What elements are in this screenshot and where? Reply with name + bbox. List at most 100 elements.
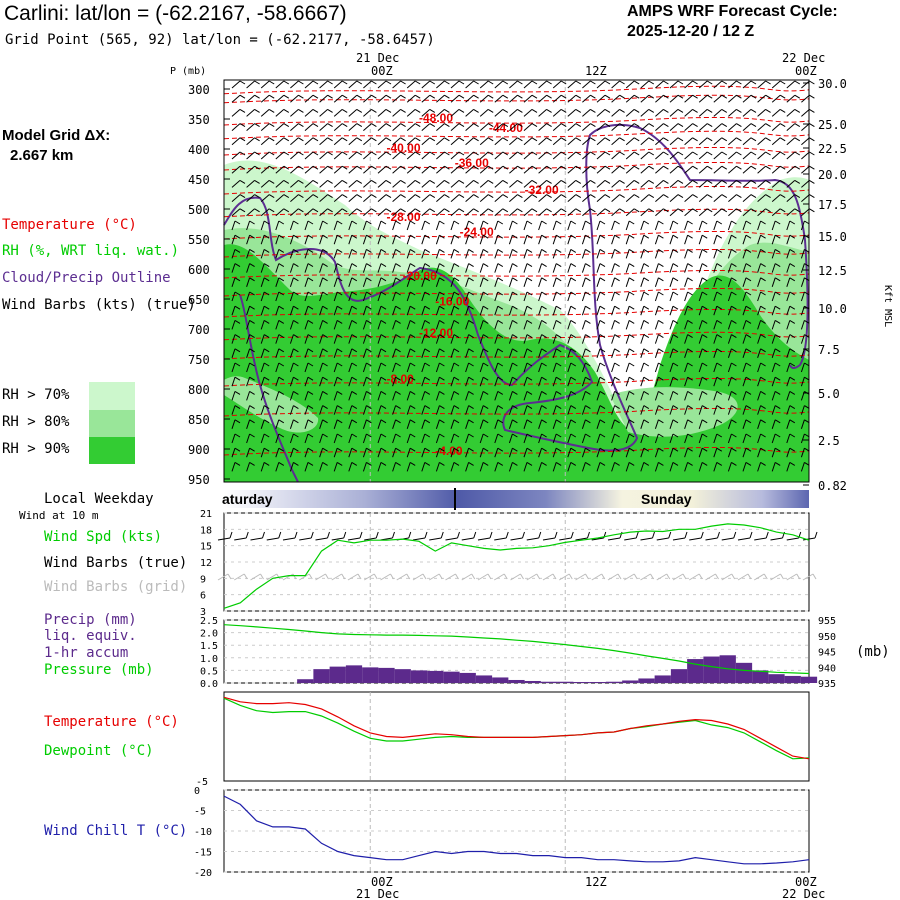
wind-barb-staff	[684, 448, 689, 458]
wind-barb	[362, 405, 372, 415]
wind-barb-flag	[794, 108, 801, 113]
pressure-tick-label: 650	[188, 293, 210, 307]
wind-barb	[538, 277, 547, 287]
wind-barb	[275, 179, 290, 188]
wind-barb	[231, 137, 246, 146]
wind-barb-staff	[421, 320, 426, 330]
precip-bar	[524, 680, 541, 683]
wind-barb-flag	[760, 248, 766, 253]
wind-barb	[611, 390, 620, 401]
wind-barb	[450, 94, 465, 103]
wind-barb-grid-flag	[796, 573, 801, 580]
wind-barb-staff	[392, 137, 401, 146]
wind-barb-flag	[570, 433, 577, 438]
wind-barb-flag	[307, 248, 314, 253]
wind-barb-staff	[348, 277, 353, 287]
wind-barb-flag	[614, 248, 620, 253]
wind-barb-flag	[473, 123, 479, 128]
wind-barb-staff	[494, 291, 499, 302]
wind-barb	[450, 234, 460, 245]
wind-barb	[231, 419, 241, 429]
wind-barb-staff	[538, 391, 543, 401]
wind-barb-flag	[409, 419, 416, 424]
wind-barb-staff	[567, 123, 577, 131]
wind-barb-staff	[742, 220, 747, 231]
wind-barb	[508, 419, 518, 429]
wind-barb-flag	[731, 220, 737, 225]
temperature-contour-label: -44.00	[489, 121, 523, 135]
wind-barb-flag	[614, 319, 620, 324]
wind-barb-flag	[628, 234, 635, 239]
wind-barb-staff	[435, 277, 440, 287]
wind-barb-flag	[663, 165, 669, 170]
wind-barb-staff	[231, 391, 236, 401]
wind-barb-staff	[552, 151, 562, 160]
wind-barb	[713, 263, 723, 273]
wind-barb-staff	[465, 94, 474, 103]
wind-barb-flag	[453, 334, 460, 339]
wind-barb-flag	[468, 277, 474, 282]
wind-barb	[727, 433, 737, 444]
wind-barb-flag	[278, 234, 285, 239]
wind-barb	[552, 179, 567, 188]
pressure-line	[223, 624, 810, 675]
wind-barb-staff	[596, 249, 601, 259]
wind-barb-staff	[654, 391, 659, 401]
wind-barb-staff	[640, 433, 645, 444]
wind-barb	[246, 348, 255, 358]
wind-barb-true-flag	[554, 531, 558, 539]
wind-barb-flag	[327, 94, 333, 99]
wind-barb	[684, 305, 693, 316]
wind-barb-staff	[771, 433, 776, 444]
temperature-contour-line	[223, 186, 810, 195]
precip-tick-label: 2.0	[200, 629, 218, 640]
wind-barb-staff	[377, 362, 382, 373]
wind-barb-staff	[508, 462, 513, 472]
wind-barb-staff	[655, 165, 664, 174]
wind-barb-flag	[409, 263, 416, 268]
wind-barb	[450, 390, 460, 401]
wind-barb-staff	[567, 94, 577, 103]
wind-barb-grid-flag	[536, 573, 541, 580]
wind-barb-flag	[599, 348, 606, 353]
wind-barb-staff	[800, 362, 805, 373]
wind-barb	[581, 433, 591, 444]
wind-barb-staff	[494, 362, 499, 373]
wind-barb-flag	[585, 362, 591, 367]
wind-barb	[479, 348, 489, 358]
wind-barb-flag	[672, 461, 679, 466]
wind-barb	[713, 405, 723, 415]
wind-barb	[435, 334, 445, 344]
wind-barb	[319, 334, 328, 344]
wind-barb-flag	[293, 234, 299, 239]
wind-barb	[377, 94, 392, 103]
wind-barb	[304, 362, 314, 373]
wind-barb	[771, 123, 786, 131]
wind-barb-staff	[538, 137, 547, 146]
wind-barb-flag	[385, 165, 392, 170]
wind-barb-staff	[742, 109, 752, 117]
wind-barb	[260, 123, 275, 131]
wind-barb-flag	[429, 151, 436, 156]
wind-barb-flag	[512, 390, 518, 395]
wind-barb-staff	[290, 94, 299, 103]
wind-barb-staff	[290, 194, 299, 202]
wind-barb-flag	[293, 263, 299, 268]
wind-barb-flag	[658, 376, 664, 381]
wind-barb-flag	[307, 390, 314, 395]
wind-speed-tick-label: 6	[200, 591, 206, 602]
wind-barb-staff	[771, 277, 776, 287]
wind-barb-flag	[643, 248, 650, 253]
wind-barb-staff	[304, 448, 309, 458]
wind-barb-staff	[669, 377, 674, 387]
wind-barb-flag	[395, 461, 401, 466]
wind-barb	[742, 151, 757, 160]
wind-barb	[654, 362, 664, 373]
wind-barb-flag	[482, 319, 489, 324]
wind-barb	[362, 376, 372, 387]
rh80-pocket-left	[224, 376, 319, 433]
wind-barb-flag	[560, 94, 567, 99]
wind-barb	[246, 305, 255, 316]
wind-barb-staff	[552, 220, 557, 231]
wind-barb-flag	[414, 165, 421, 170]
